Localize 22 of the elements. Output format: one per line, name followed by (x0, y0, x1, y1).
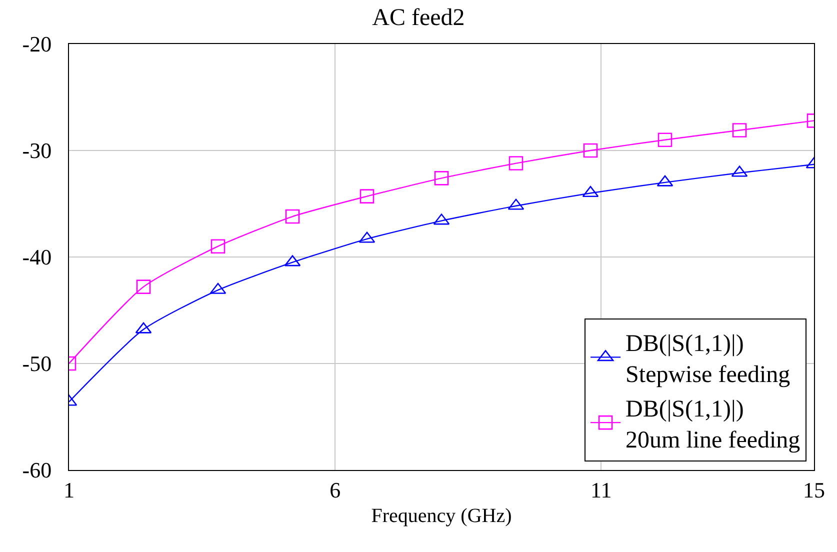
point (210, 239, 226, 254)
point (434, 171, 449, 186)
x-tick-label: 1 (64, 477, 74, 502)
point (360, 189, 374, 204)
y-tick-label: -60 (22, 458, 52, 483)
x-tick-label: 6 (330, 477, 341, 502)
y-tick-label: -40 (22, 244, 52, 270)
x-tick-label: 11 (590, 477, 612, 502)
point (583, 143, 598, 158)
point (732, 123, 747, 138)
point (658, 132, 672, 147)
point (136, 280, 151, 294)
chart-title: AC feed2 (372, 5, 465, 32)
y-tick-label: -50 (22, 351, 52, 376)
x-axis-title: Frequency (GHz) (371, 504, 512, 527)
y-tick-label: -20 (22, 32, 52, 57)
legend-label: DB(|S(1,1)|) Stepwise feeding (626, 330, 790, 388)
y-tick-label: -30 (22, 138, 52, 164)
point (508, 156, 524, 170)
legend-label: DB(|S(1,1)|) 20um line feeding (626, 396, 800, 454)
x-tick-label: 15 (803, 477, 825, 502)
point (285, 209, 300, 224)
